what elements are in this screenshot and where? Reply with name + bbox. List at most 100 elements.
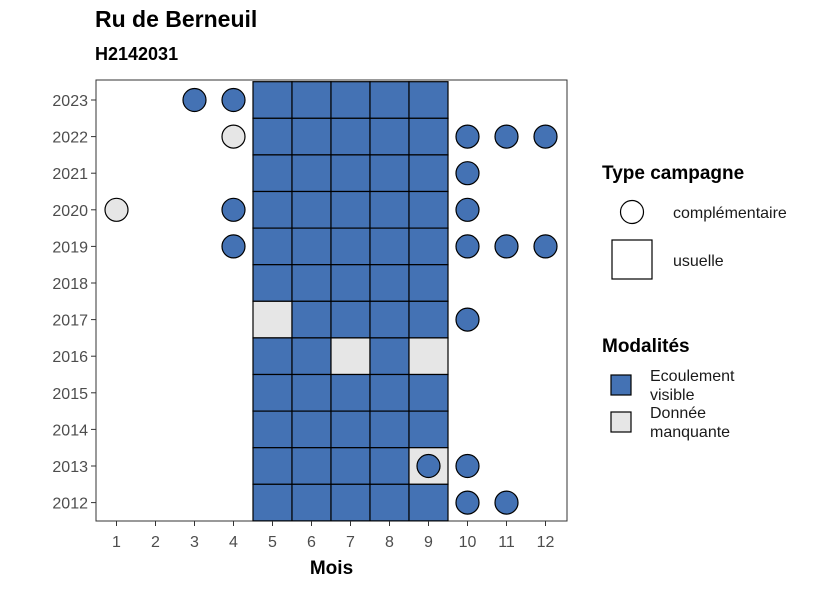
plot-area bbox=[95, 79, 568, 522]
y-tick-label: 2022 bbox=[52, 130, 88, 147]
tile-usuelle-2015-5 bbox=[252, 373, 293, 412]
tile-usuelle-2019-9 bbox=[408, 227, 449, 266]
point-complementaire-2021-10 bbox=[455, 161, 480, 186]
x-tick-label: 5 bbox=[268, 534, 277, 551]
y-tick-label: 2017 bbox=[52, 313, 88, 330]
tile-usuelle-2013-6 bbox=[291, 447, 332, 485]
legend-type-title: Type campagne bbox=[602, 163, 744, 184]
legend-modalites-title: Modalités bbox=[602, 336, 690, 357]
legend-modalite-key bbox=[610, 374, 632, 396]
point-complementaire-2019-4 bbox=[221, 234, 246, 259]
tile-usuelle-2021-7 bbox=[330, 154, 371, 193]
tile-usuelle-2018-6 bbox=[291, 264, 332, 302]
tile-usuelle-2021-8 bbox=[369, 154, 410, 193]
tile-usuelle-2020-8 bbox=[369, 190, 410, 229]
point-complementaire-2020-10 bbox=[455, 197, 480, 222]
x-tick-label: 7 bbox=[346, 534, 355, 551]
tile-usuelle-2022-6 bbox=[291, 117, 332, 156]
point-complementaire-2023-3 bbox=[182, 87, 207, 113]
tile-usuelle-2021-6 bbox=[291, 154, 332, 193]
tile-usuelle-2015-7 bbox=[330, 373, 371, 412]
y-tick-label: 2013 bbox=[52, 459, 88, 476]
x-tick-label: 10 bbox=[459, 534, 477, 551]
tile-usuelle-2018-7 bbox=[330, 264, 371, 302]
tile-usuelle-2020-7 bbox=[330, 190, 371, 229]
point-complementaire-2019-11 bbox=[494, 234, 519, 259]
point-complementaire-2013-9 bbox=[416, 453, 441, 479]
x-tick-label: 12 bbox=[537, 534, 555, 551]
tile-usuelle-2018-5 bbox=[252, 264, 293, 302]
y-tick-label: 2015 bbox=[52, 386, 88, 403]
tile-usuelle-2014-8 bbox=[369, 410, 410, 449]
tile-usuelle-2013-8 bbox=[369, 447, 410, 485]
chart-title: Ru de Berneuil bbox=[95, 6, 258, 32]
x-tick-label: 11 bbox=[498, 534, 515, 551]
point-complementaire-2022-4 bbox=[221, 124, 246, 149]
tile-usuelle-2023-8 bbox=[369, 81, 410, 119]
chart-subtitle: H2142031 bbox=[95, 44, 179, 64]
point-complementaire-2022-10 bbox=[455, 124, 480, 149]
point-complementaire-2022-11 bbox=[494, 124, 519, 149]
y-tick-label: 2014 bbox=[52, 422, 88, 439]
x-axis-label: Mois bbox=[310, 558, 353, 579]
tile-usuelle-2014-9 bbox=[408, 410, 449, 449]
point-complementaire-2020-1 bbox=[104, 197, 129, 222]
tile-usuelle-2022-7 bbox=[330, 117, 371, 156]
point-complementaire-2019-12 bbox=[533, 234, 558, 259]
tile-usuelle-2020-5 bbox=[252, 190, 293, 229]
tile-usuelle-2015-9 bbox=[408, 373, 449, 412]
y-tick-label: 2021 bbox=[52, 166, 88, 183]
y-tick-label: 2020 bbox=[52, 203, 88, 220]
point-complementaire-2017-10 bbox=[455, 307, 480, 332]
tile-usuelle-2017-6 bbox=[291, 300, 332, 339]
legend-square-key bbox=[611, 239, 653, 280]
y-tick-label: 2023 bbox=[52, 93, 88, 110]
point-complementaire-2012-11 bbox=[494, 490, 519, 515]
y-tick-label: 2016 bbox=[52, 349, 88, 366]
legend-modalite-label: Ecoulement visible bbox=[650, 368, 735, 404]
tile-usuelle-2023-9 bbox=[408, 81, 449, 119]
x-tick-label: 2 bbox=[151, 534, 160, 551]
tile-usuelle-2022-5 bbox=[252, 117, 293, 156]
point-complementaire-2020-4 bbox=[221, 197, 246, 222]
y-tick-label: 2012 bbox=[52, 496, 88, 513]
tile-usuelle-2016-8 bbox=[369, 337, 410, 376]
tile-usuelle-2016-9 bbox=[408, 337, 449, 376]
point-complementaire-2022-12 bbox=[533, 124, 558, 149]
tile-usuelle-2014-6 bbox=[291, 410, 332, 449]
tile-usuelle-2017-5 bbox=[252, 300, 293, 339]
tile-usuelle-2017-8 bbox=[369, 300, 410, 339]
tile-usuelle-2022-9 bbox=[408, 117, 449, 156]
legend-circle-key bbox=[619, 199, 645, 225]
tile-usuelle-2014-5 bbox=[252, 410, 293, 449]
tile-usuelle-2016-7 bbox=[330, 337, 371, 376]
point-complementaire-2023-4 bbox=[221, 87, 246, 113]
tile-usuelle-2018-8 bbox=[369, 264, 410, 302]
x-tick-label: 1 bbox=[112, 534, 121, 551]
tile-usuelle-2019-8 bbox=[369, 227, 410, 266]
tile-usuelle-2022-8 bbox=[369, 117, 410, 156]
tile-usuelle-2023-6 bbox=[291, 81, 332, 119]
legend-type-label: complémentaire bbox=[673, 205, 787, 222]
point-complementaire-2012-10 bbox=[455, 490, 480, 515]
tile-usuelle-2017-9 bbox=[408, 300, 449, 339]
tile-usuelle-2015-8 bbox=[369, 373, 410, 412]
point-complementaire-2013-10 bbox=[455, 453, 480, 479]
tile-usuelle-2023-7 bbox=[330, 81, 371, 119]
tile-usuelle-2015-6 bbox=[291, 373, 332, 412]
tile-usuelle-2023-5 bbox=[252, 81, 293, 119]
tile-usuelle-2012-7 bbox=[330, 483, 371, 522]
x-tick-label: 9 bbox=[424, 534, 433, 551]
y-tick-label: 2018 bbox=[52, 276, 88, 293]
legend-modalite-key bbox=[610, 411, 632, 433]
tile-usuelle-2021-5 bbox=[252, 154, 293, 193]
legend-type-label: usuelle bbox=[673, 253, 724, 270]
tile-usuelle-2019-5 bbox=[252, 227, 293, 266]
tile-usuelle-2020-9 bbox=[408, 190, 449, 229]
x-tick-label: 8 bbox=[385, 534, 394, 551]
tile-usuelle-2020-6 bbox=[291, 190, 332, 229]
tile-usuelle-2012-6 bbox=[291, 483, 332, 522]
tile-usuelle-2014-7 bbox=[330, 410, 371, 449]
legend: Type campagne complémentaire usuelle Modali… bbox=[602, 163, 787, 441]
